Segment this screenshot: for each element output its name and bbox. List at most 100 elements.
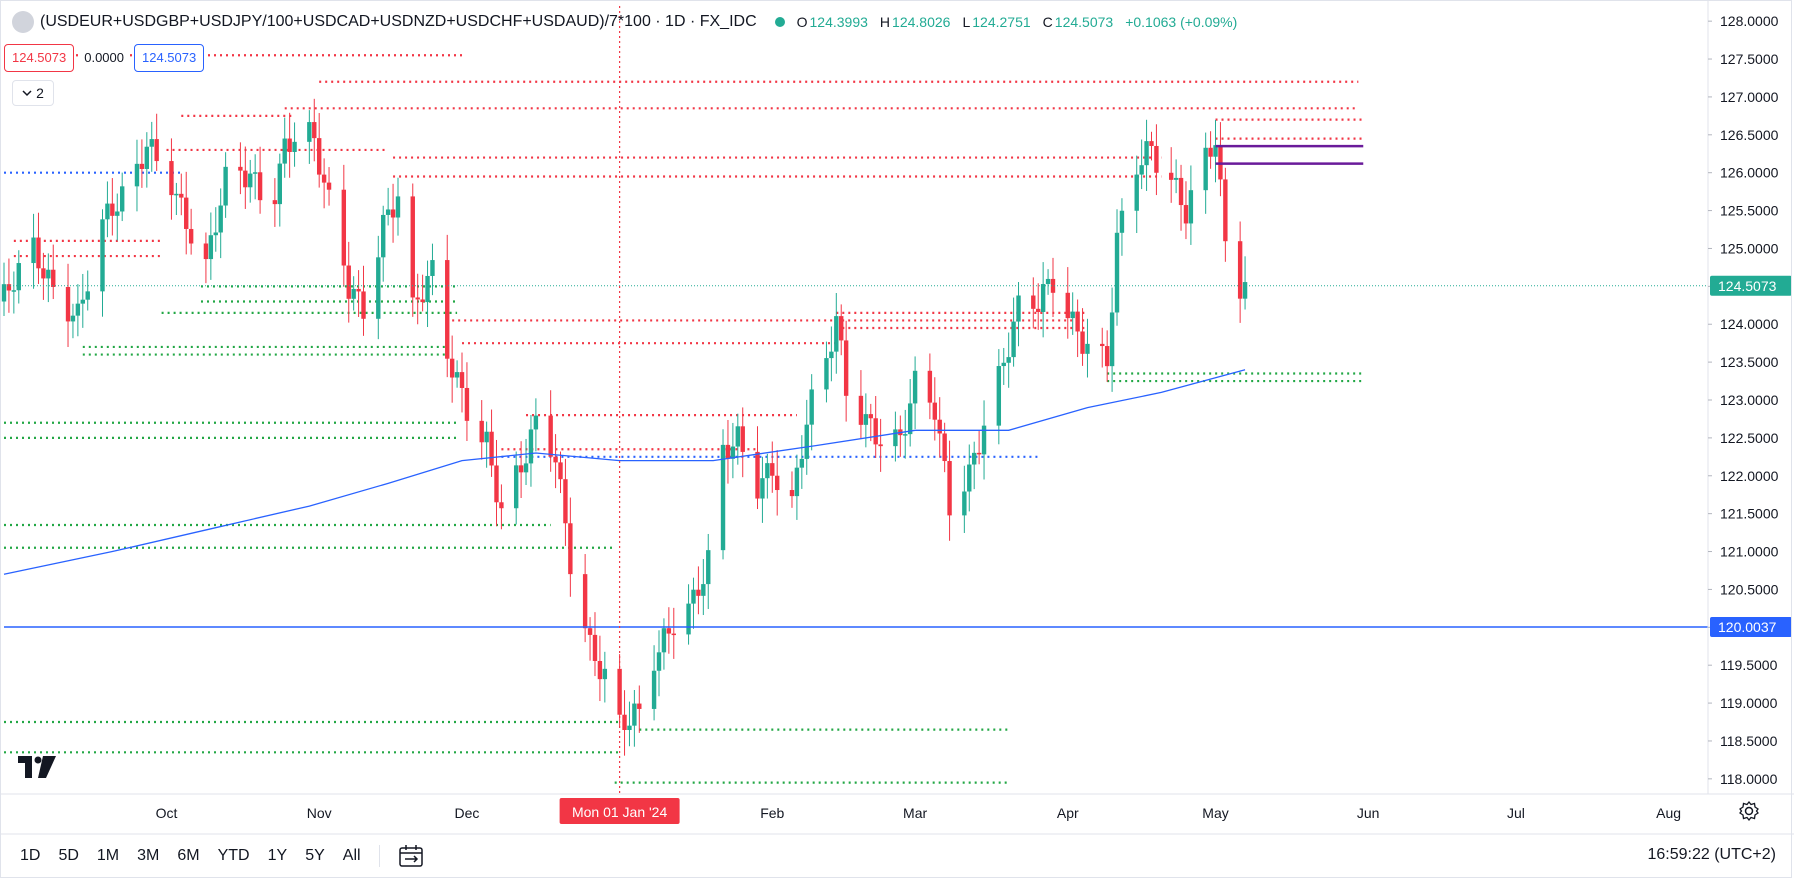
candle-body <box>1065 292 1070 319</box>
x-tick-label: Aug <box>1656 805 1681 821</box>
candle-body <box>139 163 145 169</box>
candle-body <box>666 628 672 634</box>
candle-body <box>16 263 21 291</box>
candle-body <box>105 203 110 220</box>
x-tick-label: Dec <box>454 805 479 821</box>
candle-body <box>272 200 278 205</box>
symbol-title[interactable]: (USDEUR+USDGBP+USDJPY/100+USDCAD+USDNZD+… <box>40 13 757 30</box>
timeframe-6m[interactable]: 6M <box>177 847 200 864</box>
candle-body <box>1218 145 1223 180</box>
candle-body <box>395 196 401 218</box>
moving-average <box>3 369 1246 575</box>
candle-body <box>568 523 573 575</box>
axes: 128.0000 127.5000 127.0000 126.5000 126.0000… <box>0 0 1794 835</box>
candle-body <box>632 703 637 726</box>
candle-body <box>154 139 159 162</box>
timeframe-1y[interactable]: 1Y <box>267 847 288 864</box>
y-tick-label: 119.0000 <box>1720 695 1778 711</box>
candle-body <box>85 291 90 300</box>
candle-body <box>967 464 972 492</box>
candle-body <box>1119 210 1125 233</box>
timeframe-1d[interactable]: 1D <box>20 847 41 864</box>
candle-body <box>464 387 470 421</box>
candle-body <box>420 299 425 303</box>
last-price-label: 124.5073 <box>1718 278 1777 294</box>
y-tick-label: 127.0000 <box>1720 89 1779 105</box>
clock-timezone[interactable]: 16:59:22 (UTC+2) <box>1647 846 1776 863</box>
candle-body <box>321 174 327 183</box>
candle-body <box>518 465 524 473</box>
indicators-toggle-button[interactable]: 2 <box>12 80 54 106</box>
tradingview-logo-icon[interactable] <box>18 756 56 778</box>
candle-body <box>907 403 913 435</box>
candle-body <box>223 166 228 206</box>
candle-body <box>671 633 676 636</box>
timeframe-1m[interactable]: 1M <box>96 847 120 864</box>
x-tick-label: Jul <box>1507 805 1525 821</box>
candle-body <box>312 122 317 139</box>
timeframe-5y[interactable]: 5Y <box>305 847 325 864</box>
candle-body <box>587 628 593 635</box>
candle-body <box>651 670 657 709</box>
y-tick-label: 119.5000 <box>1720 657 1778 673</box>
y-tick-label: 121.5000 <box>1720 506 1779 522</box>
candle-body <box>390 209 396 218</box>
candle-body <box>100 219 105 292</box>
candle-body <box>1208 147 1213 157</box>
timeframe-5d[interactable]: 5D <box>58 847 79 864</box>
candle-body <box>1144 141 1149 166</box>
candle-body <box>553 456 558 463</box>
candle-body <box>46 269 51 279</box>
x-tick-label: Feb <box>760 805 784 821</box>
candle-body <box>179 193 184 198</box>
candle-body <box>770 463 775 476</box>
candle-body <box>208 235 214 260</box>
candle-body <box>878 444 883 447</box>
calendar-range-icon[interactable] <box>398 844 424 868</box>
candles <box>1 98 1248 756</box>
y-tick-label: 125.5000 <box>1720 203 1779 219</box>
candle-body <box>730 446 736 459</box>
candle-body <box>449 358 455 378</box>
y-tick-label: 122.5000 <box>1720 430 1779 446</box>
candle-body <box>292 141 297 152</box>
candle-body <box>1011 321 1016 358</box>
candle-body <box>1173 177 1179 180</box>
candle-body <box>36 237 41 269</box>
candle-body <box>213 232 218 236</box>
timeframe-3m[interactable]: 3M <box>137 847 160 864</box>
candle-body <box>799 458 805 468</box>
candle-body <box>484 431 489 443</box>
candle-body <box>1242 282 1248 299</box>
candle-body <box>445 260 450 359</box>
buy-button[interactable]: 124.5073 <box>134 44 205 72</box>
timeframe-ytd[interactable]: YTD <box>217 847 250 864</box>
candle-body <box>248 173 253 188</box>
candle-body <box>843 340 849 396</box>
gear-icon[interactable] <box>1738 800 1760 822</box>
timeframe-all[interactable]: All <box>342 847 361 864</box>
candle-body <box>415 297 420 300</box>
candle-body <box>31 237 36 264</box>
candle-body <box>789 490 795 497</box>
sell-button[interactable]: 124.5073 <box>4 44 75 72</box>
candle-body <box>794 467 800 497</box>
symbol-logo-icon <box>12 11 34 33</box>
candle-body <box>80 299 85 304</box>
spread-value: 0.0000 <box>82 45 126 71</box>
y-tick-label: 124.0000 <box>1720 316 1779 332</box>
candle-body <box>257 172 263 201</box>
candle-body <box>479 420 484 443</box>
candle-body <box>1036 308 1041 312</box>
candle-body <box>937 419 942 434</box>
candle-body <box>11 290 17 292</box>
y-tick-label: 127.5000 <box>1720 51 1779 67</box>
candle-body <box>981 425 987 455</box>
candle-body <box>592 634 598 661</box>
candle-body <box>1203 147 1208 191</box>
candle-body <box>459 372 465 388</box>
candle-body <box>1109 312 1115 367</box>
candle-body <box>765 463 770 479</box>
candle-body <box>489 431 494 466</box>
